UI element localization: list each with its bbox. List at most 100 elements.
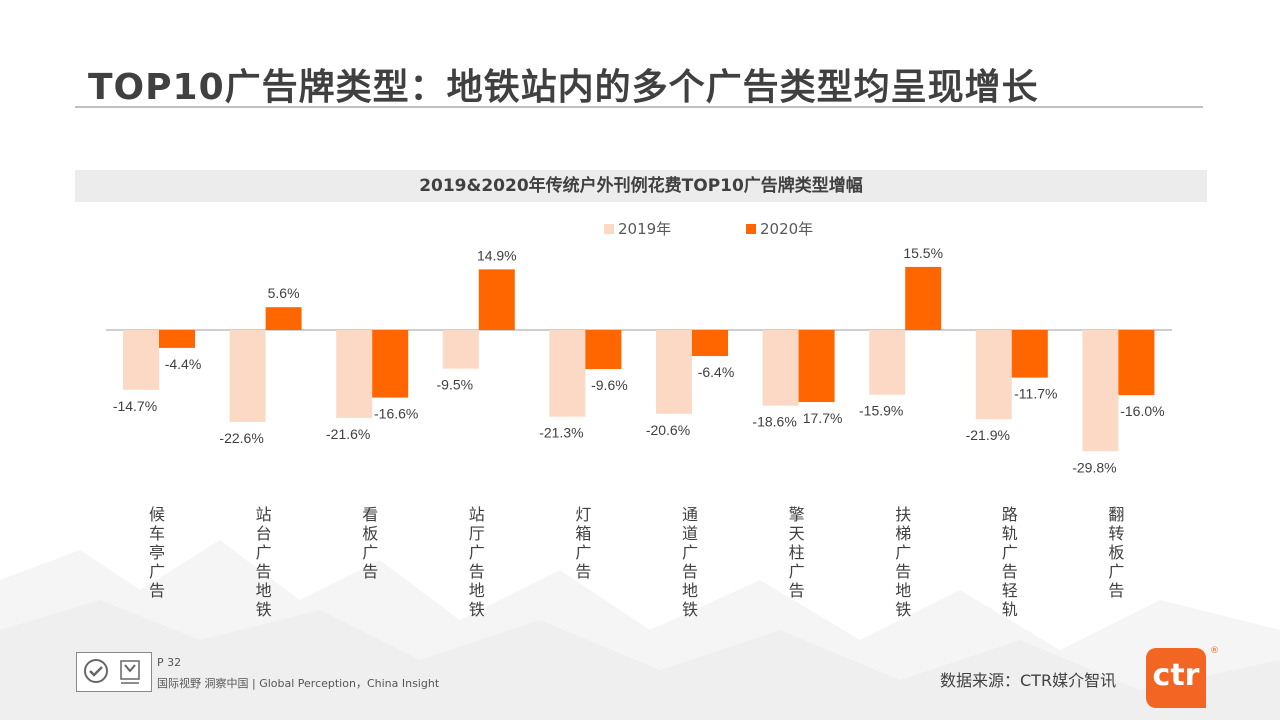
category-label-char: 广 [682, 543, 698, 562]
ctr-logo: ctr [1146, 648, 1206, 708]
category-label-char: 板 [1108, 543, 1124, 562]
category-label-char: 站 [256, 505, 272, 524]
category-label-char: 梯 [895, 524, 911, 543]
bar-2020-8 [1011, 330, 1048, 378]
category-label-char: 板 [362, 524, 378, 543]
data-label-2020-4: -9.6% [591, 377, 628, 393]
bar-2020-6 [798, 330, 835, 403]
bar-2020-4 [585, 330, 622, 370]
page-title: TOP10广告牌类型：地铁站内的多个广告类型均呈现增长 [88, 67, 1039, 108]
bar-2019-1 [229, 330, 266, 422]
data-label-2019-8: -21.9% [966, 427, 1010, 443]
category-label-char: 广 [895, 543, 911, 562]
category-label-char: 候 [149, 505, 165, 524]
data-label-2020-5: -6.4% [698, 364, 735, 380]
category-label-char: 地 [682, 581, 698, 600]
data-label-2019-2: -21.6% [326, 426, 370, 442]
page-number: P 32 [157, 656, 182, 669]
footer-slogan: 国际视野 洞察中国 | Global Perception，China Insi… [157, 677, 440, 690]
bar-2020-3 [478, 269, 515, 330]
category-label-char: 广 [789, 562, 805, 581]
category-label-char: 铁 [895, 600, 911, 619]
category-label-char: 广 [256, 543, 272, 562]
data-label-2019-4: -21.3% [539, 425, 583, 441]
data-label-2019-9: -29.8% [1072, 459, 1116, 475]
category-label-char: 看 [362, 505, 378, 524]
category-label-char: 站 [469, 505, 485, 524]
category-label-char: 告 [682, 562, 698, 581]
category-label-char: 告 [789, 581, 805, 600]
sgs-certification-icon [84, 659, 108, 683]
category-label-char: 台 [256, 524, 272, 543]
legend-label-2019: 2019年 [618, 220, 672, 238]
data-source: 数据来源：CTR媒介智讯 [940, 671, 1117, 690]
category-label-char: 轨 [1002, 524, 1018, 543]
chart-title: 2019&2020年传统户外刊例花费TOP10广告牌类型增幅 [419, 176, 863, 196]
category-label-char: 擎 [789, 505, 805, 524]
category-label-char: 铁 [682, 600, 698, 619]
data-label-2019-5: -20.6% [646, 422, 690, 438]
category-label-char: 广 [1002, 543, 1018, 562]
legend-item-2020: 2020年 [746, 219, 813, 239]
category-label-char: 告 [362, 562, 378, 581]
category-label-char: 广 [1108, 562, 1124, 581]
ctr-logo-text: ctr [1152, 658, 1200, 693]
certification-badges [76, 652, 152, 692]
ukas-certification-icon [120, 660, 140, 684]
category-label-char: 告 [469, 562, 485, 581]
bar-2019-0 [123, 330, 159, 390]
category-label-char: 地 [469, 581, 485, 600]
category-label-char: 告 [575, 562, 591, 581]
legend-swatch-2020 [746, 223, 756, 234]
data-label-2020-8: -11.7% [1014, 386, 1057, 402]
category-label-char: 广 [469, 543, 485, 562]
category-label-char: 地 [895, 581, 911, 600]
category-label-char: 告 [256, 562, 272, 581]
category-label-char: 天 [789, 524, 805, 543]
data-label-2019-1: -22.6% [219, 430, 263, 446]
category-label-char: 告 [1002, 562, 1018, 581]
bar-2019-6 [762, 330, 799, 406]
category-label-char: 亭 [149, 543, 165, 562]
legend-item-2019: 2019年 [604, 219, 671, 239]
background-mountain-decoration [0, 540, 1280, 720]
category-label-char: 铁 [256, 600, 272, 619]
bar-2019-8 [975, 330, 1012, 420]
category-label-char: 厅 [469, 524, 485, 543]
category-label-char: 广 [362, 543, 378, 562]
category-label-char: 告 [895, 562, 911, 581]
category-label-char: 车 [149, 524, 165, 543]
category-label-char: 告 [1108, 581, 1124, 600]
bar-2019-5 [656, 330, 692, 414]
category-label-char: 广 [575, 543, 591, 562]
category-label-char: 轻 [1002, 581, 1018, 600]
data-label-2020-2: -16.6% [374, 406, 418, 422]
data-label-2019-6: -18.6% [752, 414, 796, 430]
title-divider [75, 106, 1203, 108]
data-label-2020-1: 5.6% [268, 285, 300, 301]
registered-mark: ® [1210, 646, 1219, 656]
data-label-2020-0: -4.4% [165, 356, 202, 372]
category-label-char: 通 [682, 505, 698, 524]
bar-2020-2 [372, 330, 409, 398]
category-label-char: 告 [149, 581, 165, 600]
category-label-char: 转 [1108, 524, 1124, 543]
bar-2019-7 [869, 330, 906, 395]
category-label-char: 柱 [789, 543, 805, 562]
legend-swatch-2019 [604, 223, 614, 234]
data-label-2020-7: 15.5% [903, 245, 943, 261]
category-label-char: 地 [256, 581, 272, 600]
category-label-char: 箱 [575, 524, 591, 543]
bar-2020-1 [265, 307, 302, 330]
category-label-char: 轨 [1002, 600, 1018, 619]
bar-2019-2 [336, 330, 373, 418]
category-label-char: 灯 [575, 505, 591, 524]
